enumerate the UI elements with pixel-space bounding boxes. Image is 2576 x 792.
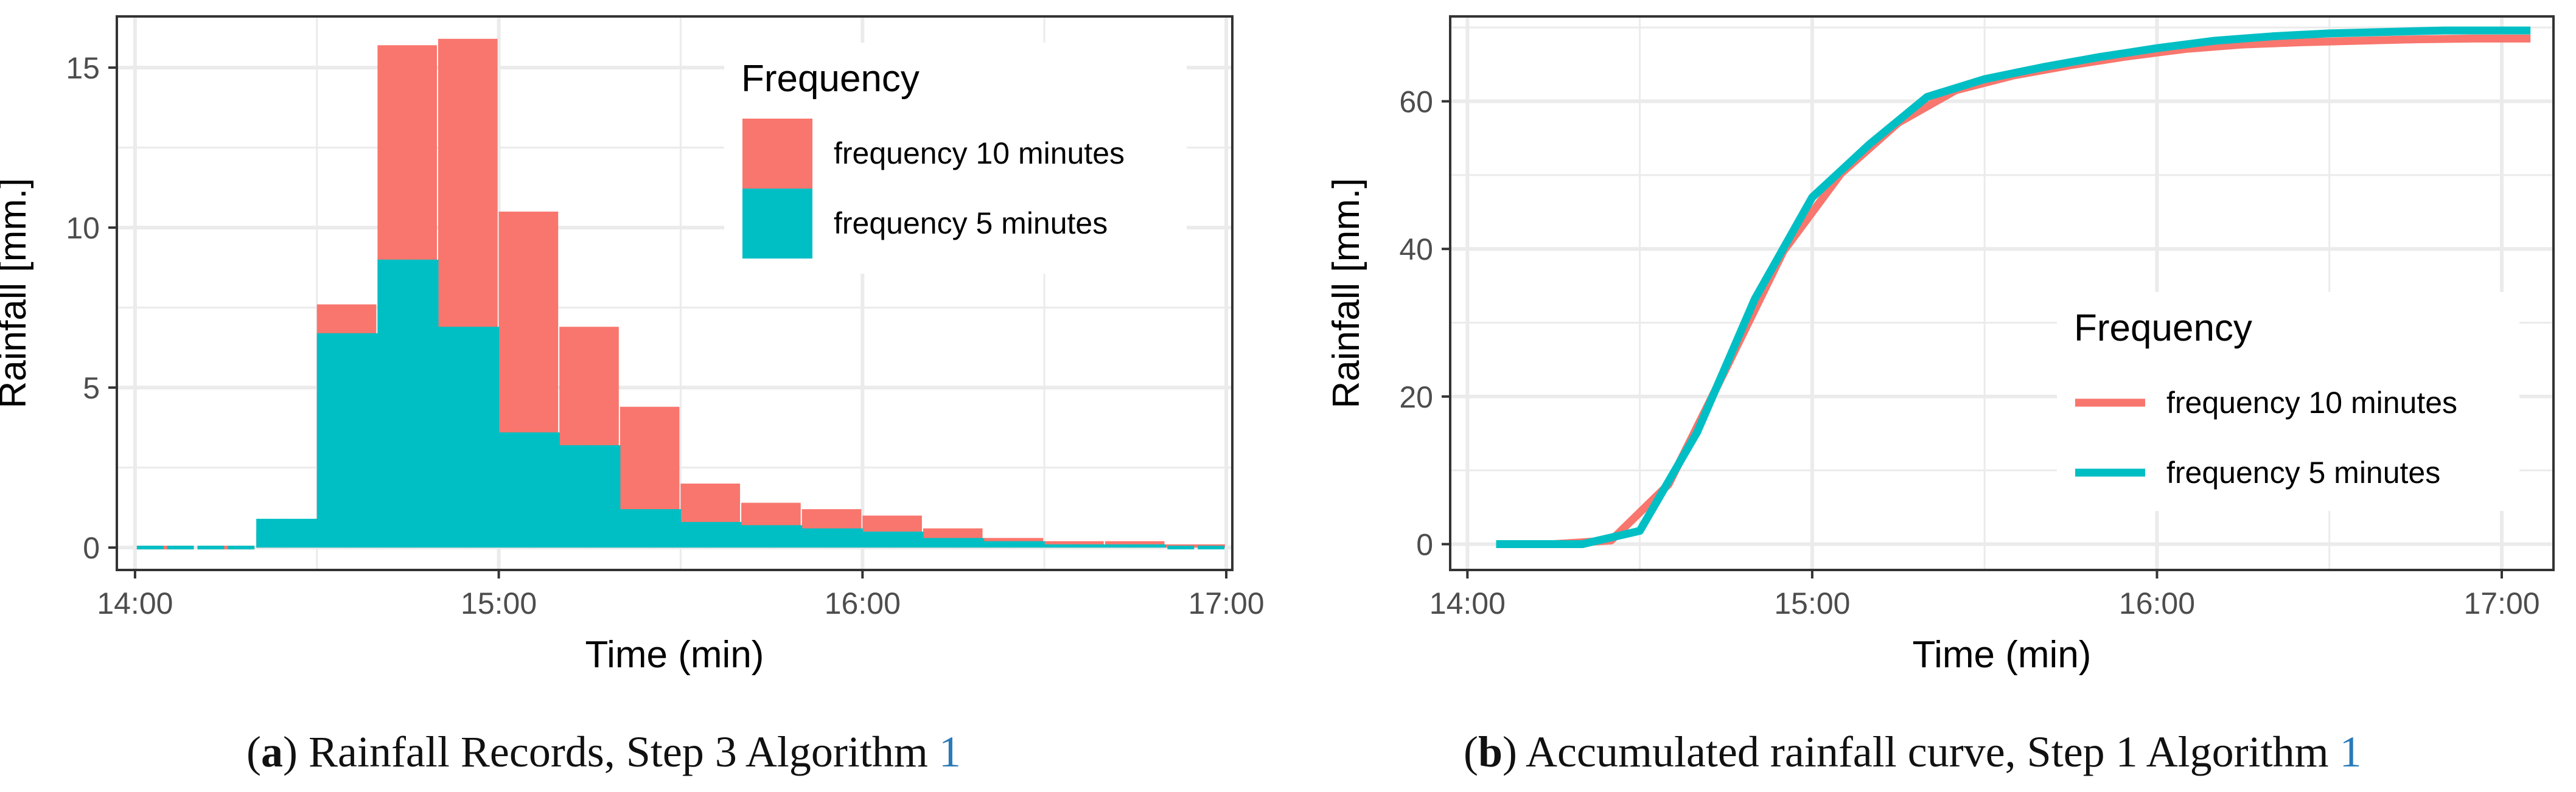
legend-key-5min (742, 189, 812, 259)
bar-5min (1014, 541, 1045, 548)
caption-b: (b) Accumulated rainfall curve, Step 1 A… (1464, 728, 2362, 776)
bar-5min (650, 509, 682, 548)
x-axis-title: Time (min) (1913, 634, 2092, 676)
legend-title: Frequency (741, 58, 920, 100)
caption-b-letter: b (1478, 728, 1503, 776)
bar-5min (1044, 544, 1075, 548)
bar-5min (347, 333, 378, 548)
y-tick-label: 20 (1399, 380, 1433, 414)
legend-title: Frequency (2074, 307, 2252, 349)
bar-5min (1105, 544, 1136, 548)
legend-label: frequency 5 minutes (834, 206, 1108, 240)
x-tick-label: 16:00 (825, 586, 901, 620)
y-tick-label: 5 (83, 371, 100, 405)
bar-5min (741, 525, 772, 548)
x-tick-label: 15:00 (1774, 586, 1850, 620)
bar-5min (1074, 544, 1106, 548)
bar-5min (862, 531, 893, 548)
caption-b-ref-link[interactable]: 1 (2339, 728, 2362, 776)
x-tick-label: 16:00 (2119, 586, 2195, 620)
x-tick-label: 15:00 (461, 586, 537, 620)
caption-a: (a) Rainfall Records, Step 3 Algorithm 1 (246, 728, 961, 776)
y-tick-label: 60 (1399, 85, 1433, 119)
bar-5min (923, 538, 954, 548)
plot-border (1449, 15, 2555, 571)
x-tick-label: 17:00 (2463, 586, 2539, 620)
bar-5min (832, 528, 863, 548)
bar-5min (1135, 544, 1167, 548)
y-axis-title: Rainfall [mm.] (1325, 178, 1367, 409)
bar-5min (559, 445, 590, 548)
x-axis-title: Time (min) (585, 634, 764, 676)
caption-a-ref-link[interactable]: 1 (938, 728, 961, 776)
legend-key-10min (742, 119, 812, 189)
bar-5min (408, 259, 439, 548)
x-tick-label: 14:00 (1429, 586, 1506, 620)
bar-5min (498, 432, 530, 548)
bar-5min (256, 518, 287, 548)
legend-label: frequency 10 minutes (834, 136, 1125, 170)
y-tick-label: 0 (83, 531, 100, 565)
bar-5min (468, 327, 500, 548)
bar-5min (983, 541, 1014, 548)
x-tick-label: 14:00 (97, 586, 173, 620)
caption-b-text: Accumulated rainfall curve, Step 1 Algor… (1526, 728, 2340, 776)
legend-label: frequency 5 minutes (2166, 456, 2440, 490)
bar-5min (316, 333, 348, 548)
legend-label: frequency 10 minutes (2166, 386, 2457, 420)
bar-5min (680, 522, 711, 548)
bar-5min (771, 525, 803, 548)
bar-5min (953, 538, 985, 548)
series-line-5min (1496, 26, 2531, 548)
bar-5min (377, 259, 408, 548)
bar-10min (1165, 544, 1226, 548)
chart-a-rainfall-records: 14:00 15:00 16:00 17:00 0 5 10 15 Time (min) Rain… (0, 15, 1265, 676)
x-tick-label: 17:00 (1188, 586, 1264, 620)
bar-5min (590, 445, 621, 548)
bar-5min (711, 522, 742, 548)
chart-b-accumulated-rainfall: 14:00 15:00 16:00 17:00 0 20 40 60 Time (min) Rai… (1325, 15, 2555, 676)
bar-5min (893, 531, 924, 548)
y-tick-label: 0 (1416, 528, 1433, 562)
caption-a-text: Rainfall Records, Step 3 Algorithm (308, 728, 939, 776)
y-tick-label: 10 (66, 211, 100, 245)
bar-5min (620, 509, 651, 548)
bar-5min (438, 327, 469, 548)
bar-5min (801, 528, 833, 548)
y-axis-title: Rainfall [mm.] (0, 178, 34, 409)
bar-5min (529, 432, 560, 548)
y-tick-label: 40 (1399, 232, 1433, 266)
bar-5min (286, 518, 318, 548)
y-tick-label: 15 (66, 51, 100, 85)
plot-border (116, 15, 1234, 571)
caption-a-letter: a (260, 728, 283, 776)
